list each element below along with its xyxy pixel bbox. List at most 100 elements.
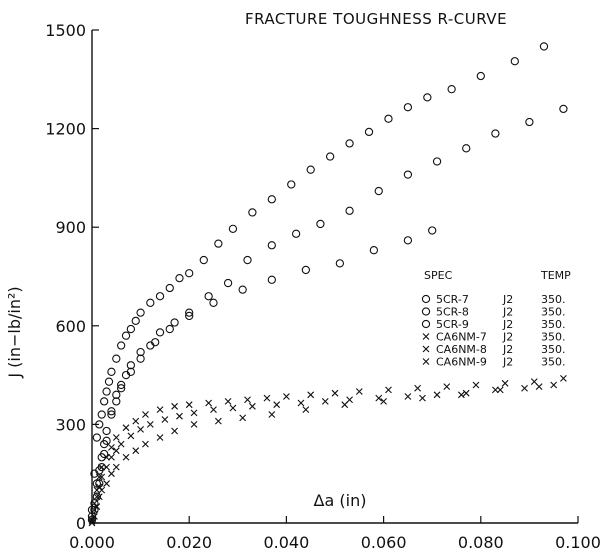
data-point: [185, 269, 194, 278]
data-point: [170, 318, 179, 327]
legend-temp: 350.: [541, 306, 566, 319]
legend-j: J2: [502, 318, 513, 331]
data-point: [447, 85, 456, 94]
data-point: [112, 390, 121, 399]
data-point: [88, 517, 96, 525]
data-point: [108, 470, 115, 478]
data-point: [428, 226, 437, 235]
data-point: [98, 463, 106, 471]
data-point: [98, 486, 106, 494]
data-point: [146, 421, 154, 428]
legend-spec: CA6NM-7: [436, 331, 487, 344]
legend-temp: 350.: [541, 331, 566, 344]
plot-points: [87, 42, 568, 527]
data-point: [155, 292, 165, 301]
data-point: [209, 298, 218, 307]
data-point: [355, 388, 363, 395]
data-point: [374, 186, 383, 196]
legend-marker: [422, 345, 430, 353]
data-point: [97, 410, 106, 419]
chart-title: FRACTURE TOUGHNESS R-CURVE: [245, 10, 507, 28]
x-axis-label: Δa (in): [314, 491, 367, 510]
data-point: [364, 127, 374, 137]
legend-temp: 350.: [541, 343, 566, 356]
data-point: [112, 434, 120, 441]
data-point: [535, 383, 543, 390]
data-point: [107, 407, 116, 416]
y-tick-label: 300: [55, 415, 86, 434]
data-point: [287, 180, 296, 189]
data-point: [175, 273, 184, 283]
data-point: [229, 404, 237, 412]
data-point: [403, 170, 413, 179]
data-point: [90, 505, 99, 515]
y-tick-label: 1500: [45, 21, 86, 40]
legend-entries: 5CR-7 J2 350.5CR-8 J2 350.5CR-9 J2 350.CA6NM-7…: [421, 293, 566, 369]
data-point: [525, 117, 534, 127]
x-tick-label: 0.100: [555, 533, 601, 552]
data-point: [539, 42, 549, 51]
data-point: [306, 165, 315, 174]
y-tick-label: 900: [55, 218, 86, 237]
data-point: [403, 103, 413, 112]
series-4: [88, 374, 567, 524]
legend-entry: CA6NM-8 J2 350.: [422, 343, 566, 356]
data-point: [433, 391, 441, 399]
data-point: [369, 246, 379, 255]
legend-j: J2: [502, 293, 513, 306]
data-point: [301, 265, 310, 275]
y-tick-label: 0: [76, 514, 86, 533]
legend-spec: CA6NM-8: [436, 343, 487, 356]
legend: SPEC TEMP 5CR-7 J2 350. 5CR-8 J2 350. 5CR-9 J2 3…: [421, 269, 571, 369]
series-5: [88, 381, 558, 525]
data-point: [117, 384, 126, 393]
data-point: [375, 394, 383, 402]
legend-header-spec: SPEC: [424, 269, 453, 282]
x-tick-label: 0.080: [458, 533, 504, 552]
data-point: [185, 401, 193, 409]
data-point: [102, 426, 111, 436]
data-point: [267, 241, 276, 250]
data-point: [107, 410, 116, 419]
data-point: [263, 394, 271, 402]
data-point: [102, 436, 111, 445]
data-point: [171, 427, 179, 435]
data-point: [325, 152, 335, 161]
data-point: [91, 513, 98, 520]
data-point: [341, 401, 349, 409]
data-point: [132, 447, 140, 455]
data-point: [496, 386, 504, 394]
legend-j: J2: [502, 343, 513, 356]
data-point: [93, 493, 101, 501]
data-point: [95, 493, 103, 501]
data-point: [127, 432, 135, 440]
data-point: [103, 453, 110, 461]
data-point: [283, 393, 290, 400]
data-point: [91, 499, 98, 507]
y-tick-label: 1200: [45, 120, 86, 139]
data-point: [345, 206, 354, 215]
data-point: [91, 506, 98, 514]
data-point: [137, 425, 144, 433]
data-point: [321, 398, 329, 405]
legend-j: J2: [502, 331, 513, 344]
data-point: [98, 473, 106, 481]
data-point: [92, 433, 102, 442]
data-point: [267, 195, 276, 204]
data-point: [223, 278, 233, 288]
legend-marker: [421, 294, 431, 304]
data-point: [185, 308, 194, 317]
data-point: [103, 480, 110, 487]
data-point: [403, 236, 413, 245]
data-point: [146, 298, 155, 307]
data-point: [131, 316, 140, 326]
data-point: [243, 255, 252, 265]
data-point: [205, 399, 213, 407]
data-point: [102, 387, 111, 396]
data-point: [462, 144, 471, 153]
x-tick-label: 0.060: [361, 533, 407, 552]
data-point: [331, 389, 339, 397]
data-point: [95, 483, 103, 491]
data-point: [117, 380, 126, 390]
series-3: [87, 226, 437, 524]
